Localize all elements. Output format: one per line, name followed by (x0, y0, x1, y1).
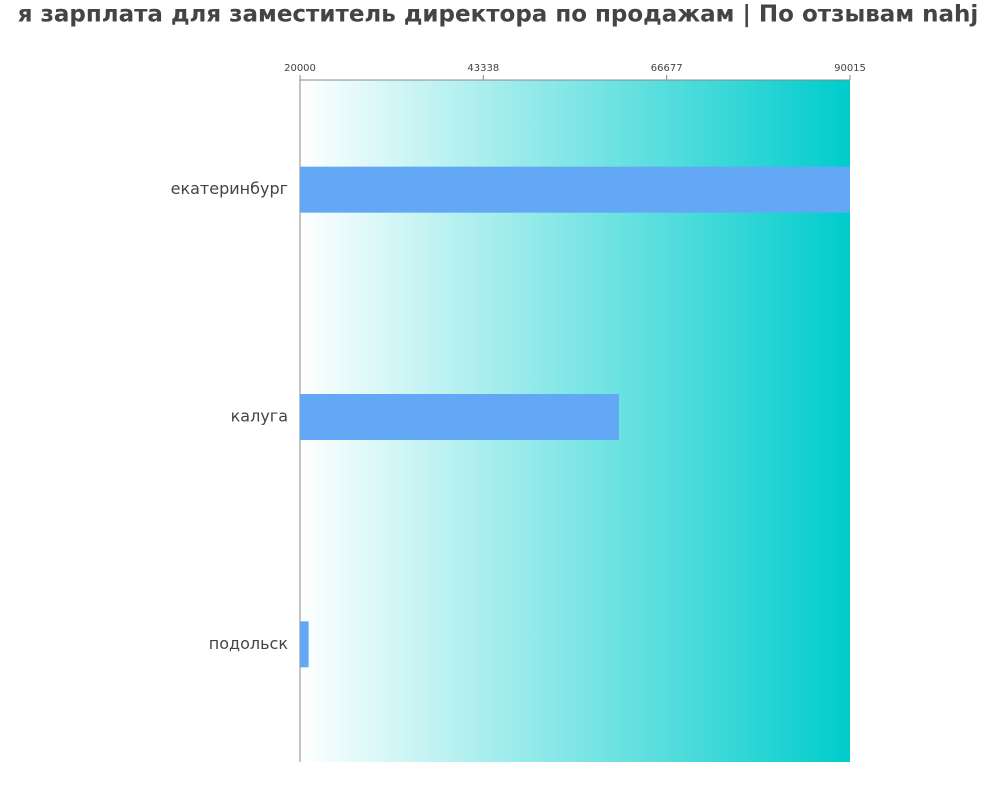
y-tick-label: подольск (209, 634, 289, 653)
x-tick-label: 66677 (651, 63, 683, 74)
y-tick-label: калуга (231, 407, 288, 426)
x-tick-label: 20000 (284, 63, 316, 74)
bar (300, 394, 619, 440)
bar (300, 621, 309, 668)
x-tick-label: 90015 (834, 63, 866, 74)
y-tick-label: екатеринбург (171, 179, 288, 198)
x-tick-label: 43338 (467, 63, 499, 74)
bar (300, 166, 850, 213)
chart-title: я зарплата для заместитель директора по … (18, 2, 979, 28)
